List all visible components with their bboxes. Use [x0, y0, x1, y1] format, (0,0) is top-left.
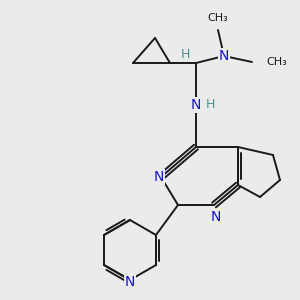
Text: N: N: [191, 98, 201, 112]
Text: H: H: [180, 49, 190, 62]
Text: CH₃: CH₃: [208, 13, 228, 23]
Text: N: N: [154, 170, 164, 184]
Text: N: N: [211, 210, 221, 224]
Text: H: H: [205, 98, 215, 112]
Text: CH₃: CH₃: [266, 57, 287, 67]
Text: N: N: [219, 49, 229, 63]
Text: N: N: [125, 275, 135, 289]
